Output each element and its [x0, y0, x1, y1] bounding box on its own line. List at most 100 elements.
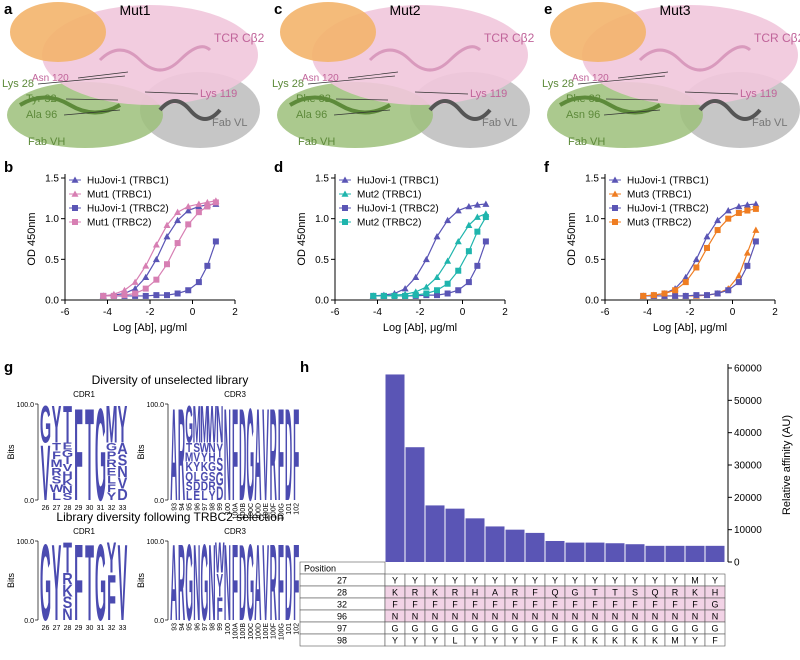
panel-letter: d: [274, 159, 283, 176]
logo-letter: S: [193, 441, 200, 456]
data-point: [703, 233, 711, 240]
logo-letter: Y: [193, 460, 200, 475]
data-point: [412, 292, 419, 299]
logo-letter: T: [85, 381, 94, 529]
logo-letter: V: [118, 475, 128, 493]
logo-letter: A: [117, 440, 128, 458]
data-point: [444, 290, 451, 297]
x-tick-label: 2: [232, 307, 238, 318]
orange-domain: [10, 2, 106, 62]
residue: Y: [532, 636, 538, 646]
position-label: 98: [210, 623, 217, 631]
legend-label: HuJovi-1 (TRBC1): [627, 176, 709, 187]
bar: [405, 447, 425, 562]
pointer-line: [307, 75, 396, 85]
logo-letter: D: [285, 382, 292, 529]
residue: G: [471, 624, 478, 634]
data-point: [174, 216, 182, 224]
structure-label: Asn 96: [566, 109, 600, 121]
y-tick-label: 50000: [734, 396, 762, 407]
position-label: 97: [202, 503, 209, 511]
panel-letter: a: [4, 1, 13, 18]
residue: N: [632, 612, 639, 622]
structure-label: Phe 32: [566, 93, 601, 105]
data-point: [444, 280, 451, 287]
position-label: 102: [294, 503, 301, 515]
residue: Y: [612, 576, 618, 586]
data-point: [402, 292, 409, 299]
logo-letter: N: [208, 523, 215, 644]
residue: F: [712, 636, 718, 646]
residue: Y: [532, 576, 538, 586]
y-tick-label: 30000: [734, 461, 762, 472]
residue: Y: [512, 576, 518, 586]
legend-label: HuJovi-1 (TRBC2): [627, 204, 709, 215]
data-point: [693, 292, 700, 299]
data-point: [724, 207, 732, 214]
data-point: [704, 244, 710, 251]
data-point: [482, 200, 490, 207]
residue: Y: [492, 636, 498, 646]
position-label: 27: [53, 625, 61, 632]
residue: F: [532, 588, 538, 598]
y-axis-label: OD 450nm: [296, 212, 308, 265]
data-point: [121, 286, 128, 294]
logo-letter: Y: [216, 440, 223, 461]
data-point: [110, 292, 117, 299]
structure-label: Ala 96: [296, 109, 327, 121]
logo-letter: H: [208, 450, 215, 465]
data-point: [465, 248, 472, 255]
orange-domain: [280, 2, 376, 62]
bar: [545, 540, 565, 562]
residue: G: [391, 624, 398, 634]
position-label: 100C: [248, 503, 255, 520]
data-point: [152, 255, 160, 263]
logo-letter: Y: [52, 396, 62, 455]
pointer-line: [605, 98, 659, 101]
logo-letter: W: [50, 481, 65, 494]
data-point: [682, 279, 689, 286]
logo-letter: F: [107, 481, 116, 494]
data-point: [714, 290, 721, 297]
position-label: 100E: [263, 623, 270, 640]
residue: N: [612, 612, 619, 622]
x-axis-label: Log [Ab], μg/ml: [113, 322, 187, 334]
y-tick-label: 10000: [734, 525, 762, 536]
panel-letter: g: [4, 359, 13, 376]
structure-title: Mut2: [389, 2, 420, 18]
logo-letter: A: [170, 382, 177, 529]
residue: Y: [392, 576, 398, 586]
data-point: [433, 233, 441, 240]
logo-letter: V: [118, 523, 128, 644]
data-point: [744, 262, 751, 269]
logo-letter: G: [200, 470, 208, 485]
pointer-line: [684, 91, 739, 95]
residue: M: [671, 636, 679, 646]
logo-letter: R: [62, 571, 72, 589]
position-label: 100D: [255, 503, 262, 520]
residue: Y: [432, 576, 438, 586]
logo-letter: A: [254, 523, 261, 644]
y-tick-label: 0.0: [24, 498, 34, 505]
residue: G: [491, 624, 498, 634]
structure-label: Asn 120: [302, 73, 339, 84]
data-point: [153, 292, 160, 299]
position-label: 100F: [271, 623, 278, 639]
logo-letter: R: [106, 457, 117, 470]
y-tick-label: 1.0: [45, 214, 59, 225]
logo-letter: D: [239, 382, 246, 529]
data-point: [152, 241, 160, 248]
logo-letter: F: [232, 382, 238, 529]
position-label: 33: [119, 505, 127, 512]
residue: L: [452, 636, 457, 646]
legend-label: Mut2 (TRBC2): [357, 218, 421, 229]
logo-name: CDR1: [73, 390, 95, 399]
data-point: [735, 202, 743, 210]
residue: F: [392, 600, 398, 610]
structure-label: Lys 119: [200, 88, 237, 100]
row-label: 96: [337, 612, 347, 622]
residue: S: [632, 588, 638, 598]
position-label: 96: [194, 623, 201, 631]
